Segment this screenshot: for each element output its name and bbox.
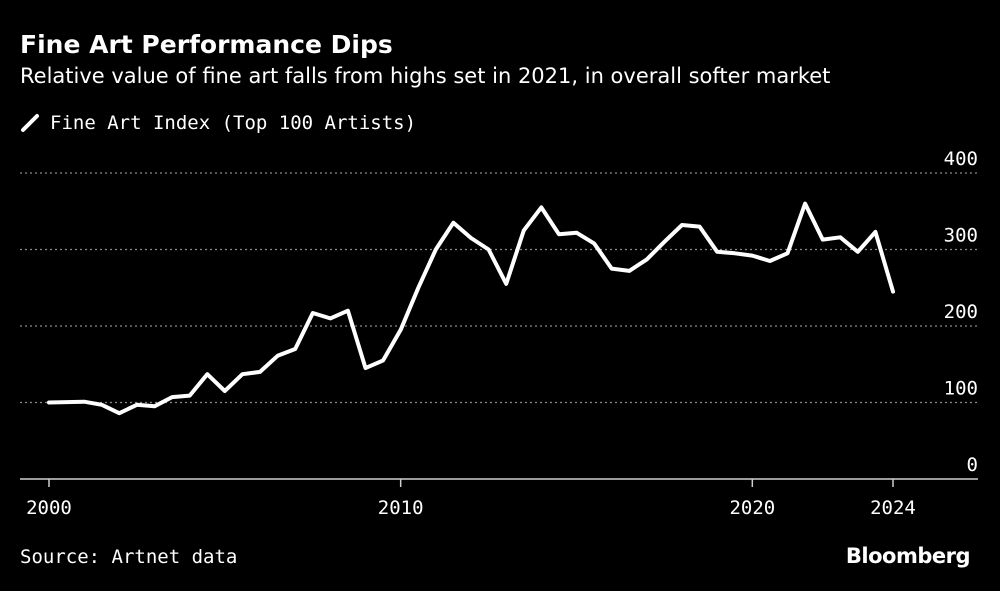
y-tick-label-400: 400 (944, 148, 978, 170)
y-tick-label-300: 300 (944, 225, 978, 247)
chart-title: Fine Art Performance Dips (20, 30, 393, 59)
bloomberg-logo: Bloomberg (845, 544, 971, 568)
y-tick-label-0: 0 (967, 454, 978, 476)
legend-swatch-line-icon (21, 114, 39, 132)
gridlines (20, 172, 978, 404)
source-note: Source: Artnet data (20, 546, 238, 568)
series-line-0 (47, 201, 895, 416)
x-axis-ticks: 2000 2010 2020 2024 (26, 479, 916, 519)
x-tick-label-2010: 2010 (378, 497, 424, 519)
y-tick-label-200: 200 (944, 301, 978, 323)
y-tick-label-100: 100 (944, 378, 978, 400)
y-axis-ticks: 0 100 200 300 400 (944, 148, 978, 476)
x-tick-label-2000: 2000 (26, 497, 72, 519)
series-layer (47, 201, 895, 416)
legend-label: Fine Art Index (Top 100 Artists) (50, 112, 417, 134)
chart-subtitle: Relative value of fine art falls from hi… (20, 64, 831, 88)
x-tick-label-2020: 2020 (729, 497, 775, 519)
chart-legend: Fine Art Index (Top 100 Artists) (20, 110, 416, 136)
x-tick-label-2024: 2024 (870, 497, 916, 519)
